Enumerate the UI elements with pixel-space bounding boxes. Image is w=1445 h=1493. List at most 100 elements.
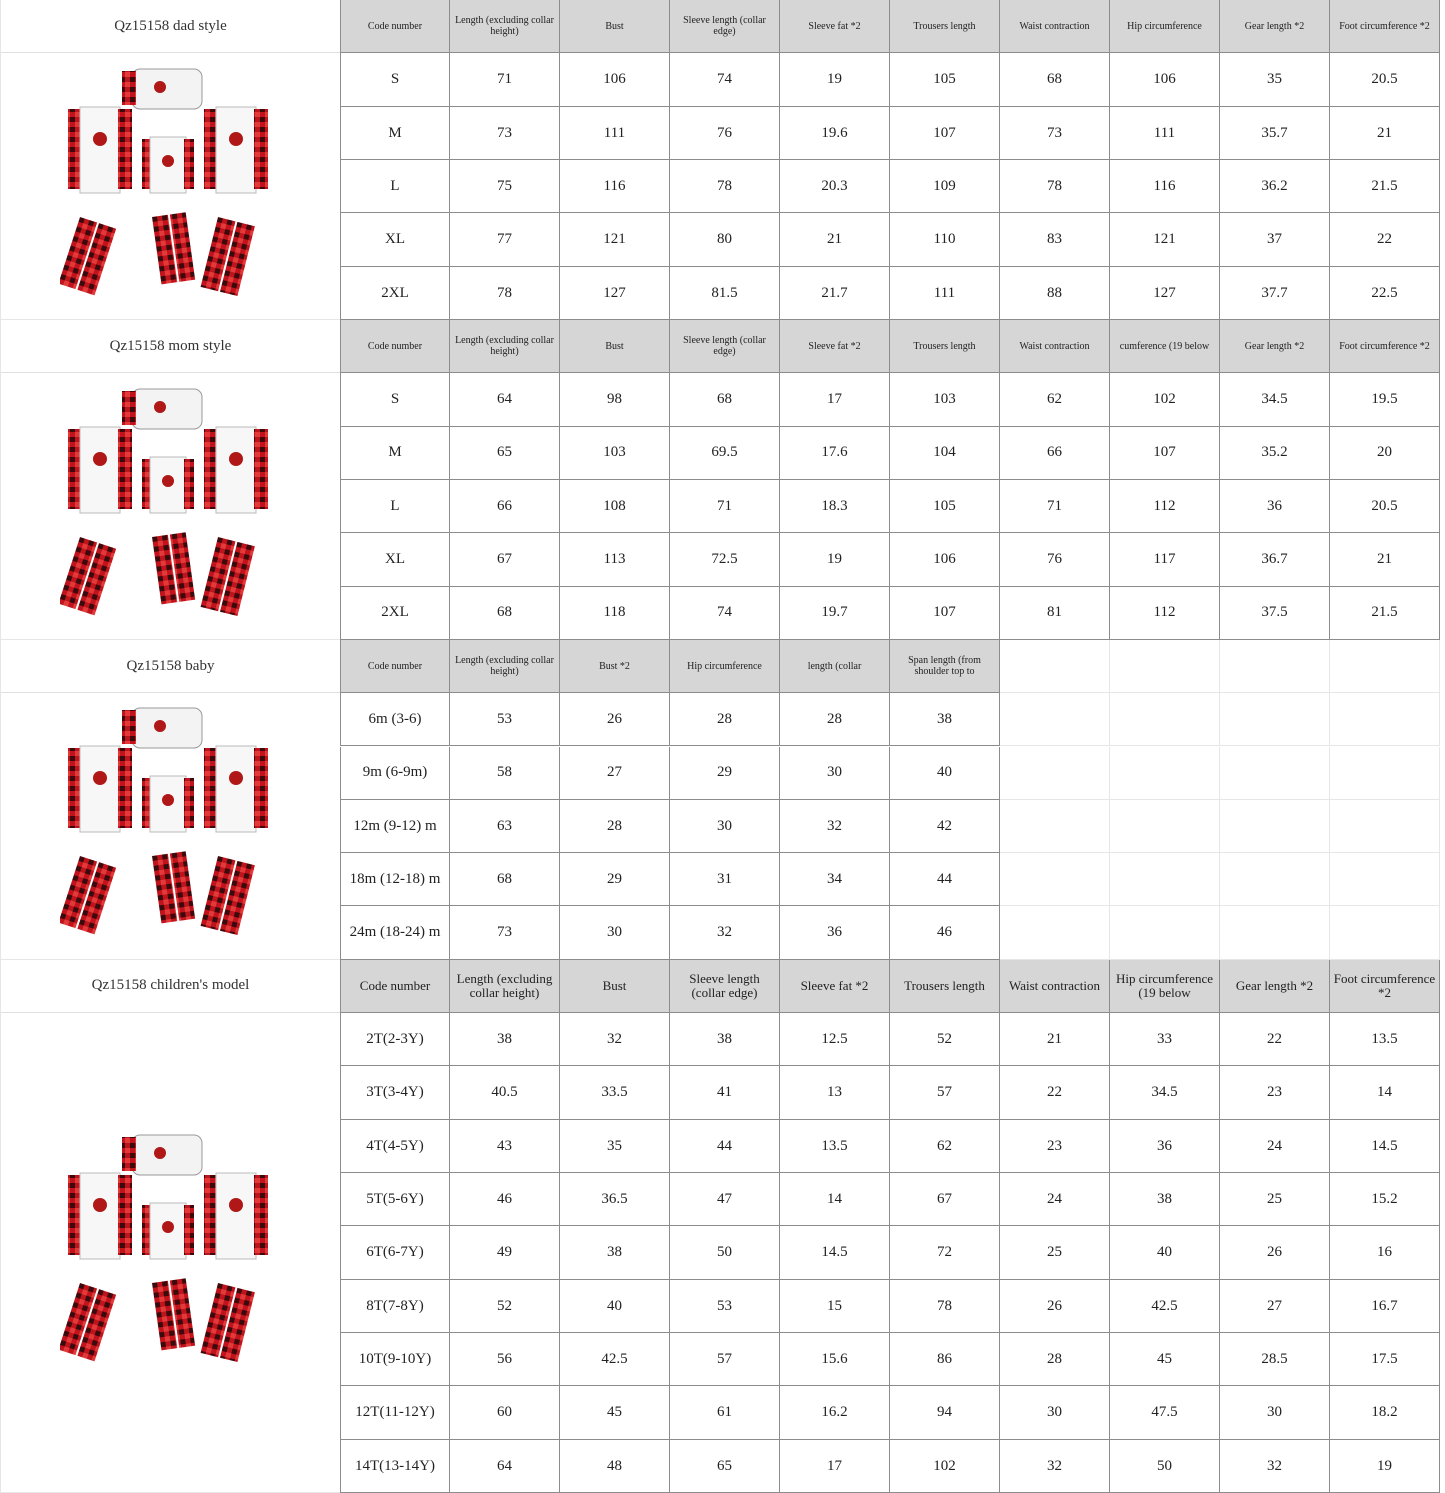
measurement: 35.7	[1220, 106, 1330, 160]
measurement: 19.5	[1330, 373, 1440, 427]
measurement: 78	[890, 1279, 1000, 1334]
column-header: Gear length *2	[1220, 959, 1330, 1014]
measurement: 52	[890, 1013, 1000, 1067]
measurement: 46	[890, 906, 1000, 960]
measurement: 76	[670, 106, 780, 160]
measurement: 118	[560, 586, 670, 640]
measurement: 127	[560, 266, 670, 320]
empty-cell	[1330, 799, 1440, 854]
measurement: 40	[890, 746, 1000, 800]
measurement: 74	[670, 586, 780, 640]
measurement: 20.3	[780, 159, 890, 214]
column-header: Code number	[340, 959, 450, 1014]
size-label: 24m (18-24) m	[340, 906, 450, 960]
size-label: M	[340, 106, 450, 160]
measurement: 25	[1000, 1226, 1110, 1280]
measurement: 78	[670, 159, 780, 214]
empty-cell	[1000, 853, 1110, 907]
measurement: 104	[890, 426, 1000, 480]
measurement: 74	[670, 53, 780, 107]
measurement: 34.5	[1220, 373, 1330, 427]
measurement: 32	[560, 1013, 670, 1067]
column-header: Length (excluding collar height)	[450, 319, 560, 374]
empty-cell	[1110, 693, 1220, 747]
empty-cell	[1220, 746, 1330, 800]
measurement: 44	[670, 1119, 780, 1174]
size-label: 8T(7-8Y)	[340, 1279, 450, 1334]
measurement: 20.5	[1330, 479, 1440, 534]
measurement: 25	[1220, 1173, 1330, 1227]
measurement: 47.5	[1110, 1386, 1220, 1440]
measurement: 24	[1000, 1173, 1110, 1227]
measurement: 66	[450, 479, 560, 534]
size-label: L	[340, 479, 450, 534]
empty-cell	[1330, 746, 1440, 800]
measurement: 106	[1110, 53, 1220, 107]
measurement: 53	[670, 1279, 780, 1334]
measurement: 28	[670, 693, 780, 747]
size-label: 4T(4-5Y)	[340, 1119, 450, 1174]
measurement: 102	[890, 1439, 1000, 1493]
measurement: 36.2	[1220, 159, 1330, 214]
measurement: 71	[450, 53, 560, 107]
column-header: Sleeve fat *2	[780, 0, 890, 54]
measurement: 21	[1000, 1013, 1110, 1067]
measurement: 111	[1110, 106, 1220, 160]
column-header: Waist contraction	[1000, 959, 1110, 1014]
measurement: 105	[890, 479, 1000, 534]
measurement: 37.7	[1220, 266, 1330, 320]
measurement: 35	[560, 1119, 670, 1174]
measurement: 73	[1000, 106, 1110, 160]
measurement: 72	[890, 1226, 1000, 1280]
size-label: S	[340, 53, 450, 107]
empty-cell	[1000, 693, 1110, 747]
empty-cell	[1330, 639, 1440, 694]
measurement: 73	[450, 106, 560, 160]
column-header: length (collar	[780, 639, 890, 694]
measurement: 28	[1000, 1333, 1110, 1387]
measurement: 38	[450, 1013, 560, 1067]
product-image-area	[0, 693, 340, 960]
measurement: 108	[560, 479, 670, 534]
measurement: 69.5	[670, 426, 780, 480]
measurement: 38	[670, 1013, 780, 1067]
measurement: 17.6	[780, 426, 890, 480]
empty-cell	[1220, 906, 1330, 960]
measurement: 77	[450, 213, 560, 267]
size-label: M	[340, 426, 450, 480]
measurement: 106	[890, 533, 1000, 587]
measurement: 19	[780, 533, 890, 587]
product-image	[60, 706, 280, 946]
measurement: 19	[780, 53, 890, 107]
measurement: 67	[890, 1173, 1000, 1227]
measurement: 35	[1220, 53, 1330, 107]
column-header: Trousers length	[890, 959, 1000, 1014]
measurement: 57	[890, 1066, 1000, 1120]
column-header: cumference (19 below	[1110, 319, 1220, 374]
measurement: 62	[890, 1119, 1000, 1174]
measurement: 68	[670, 373, 780, 427]
measurement: 27	[560, 746, 670, 800]
measurement: 29	[670, 746, 780, 800]
measurement: 72.5	[670, 533, 780, 587]
measurement: 19.7	[780, 586, 890, 640]
column-header: Foot circumference *2	[1330, 959, 1440, 1014]
product-image-area	[0, 1013, 340, 1493]
empty-cell	[1110, 853, 1220, 907]
column-header: Bust *2	[560, 639, 670, 694]
size-label: 6m (3-6)	[340, 693, 450, 747]
measurement: 121	[1110, 213, 1220, 267]
product-image	[60, 67, 280, 307]
measurement: 34.5	[1110, 1066, 1220, 1120]
measurement: 28.5	[1220, 1333, 1330, 1387]
measurement: 67	[450, 533, 560, 587]
column-header: Sleeve fat *2	[780, 319, 890, 374]
column-header: Gear length *2	[1220, 0, 1330, 54]
measurement: 37.5	[1220, 586, 1330, 640]
measurement: 46	[450, 1173, 560, 1227]
measurement: 81	[1000, 586, 1110, 640]
measurement: 42	[890, 799, 1000, 854]
empty-cell	[1330, 693, 1440, 747]
measurement: 113	[560, 533, 670, 587]
